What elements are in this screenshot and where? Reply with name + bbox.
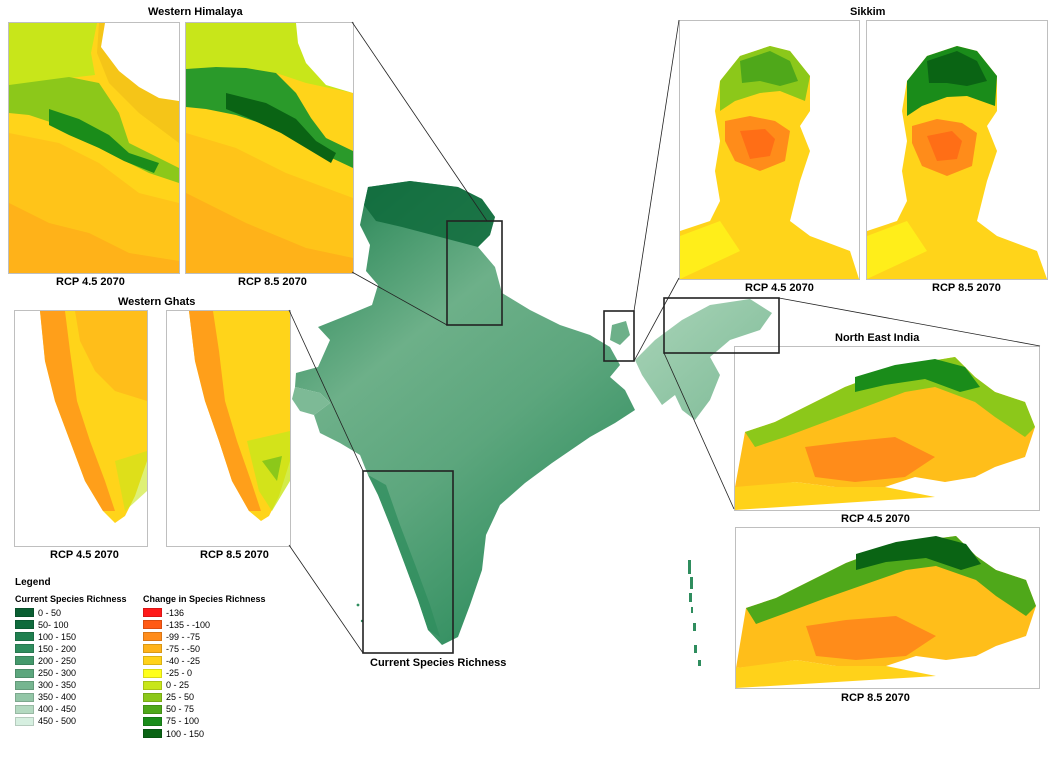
- change-legend-swatch: [143, 656, 162, 666]
- current-legend-item: 0 - 50: [15, 607, 61, 618]
- current-legend-swatch: [15, 644, 34, 654]
- current-legend-label: 350 - 400: [38, 692, 77, 703]
- caption-wg-rcp45: RCP 4.5 2070: [50, 549, 119, 561]
- title-sikkim: Sikkim: [850, 6, 886, 18]
- change-legend-item: -136: [143, 607, 184, 618]
- change-legend-label: 100 - 150: [166, 728, 205, 739]
- current-legend-item: 150 - 200: [15, 643, 76, 654]
- caption-ne-rcp45: RCP 4.5 2070: [841, 513, 910, 525]
- change-legend-swatch: [143, 668, 162, 678]
- caption-wh-rcp45: RCP 4.5 2070: [56, 276, 125, 288]
- change-legend-item: -25 - 0: [143, 668, 192, 679]
- change-legend-swatch: [143, 704, 162, 714]
- panel-wh-rcp45: [8, 22, 180, 274]
- change-legend-item: -75 - -50: [143, 643, 200, 654]
- current-legend-label: 50- 100: [38, 619, 69, 630]
- caption-wg-rcp85: RCP 8.5 2070: [200, 549, 269, 561]
- current-legend-item: 450 - 500: [15, 716, 76, 727]
- change-legend-label: 25 - 50: [166, 692, 195, 703]
- change-legend-item: -99 - -75: [143, 631, 200, 642]
- change-legend-item: 0 - 25: [143, 680, 189, 691]
- change-legend-label: 75 - 100: [166, 716, 200, 727]
- change-legend-item: -40 - -25: [143, 655, 200, 666]
- lakshadweep-islands: [356, 603, 364, 623]
- caption-sk-rcp85: RCP 8.5 2070: [932, 282, 1001, 294]
- current-legend-item: 300 - 350: [15, 680, 76, 691]
- change-legend-swatch: [143, 608, 162, 617]
- change-legend-item: 50 - 75: [143, 704, 194, 715]
- change-legend-swatch: [143, 644, 162, 654]
- panel-wg-rcp45: [14, 310, 148, 547]
- caption-sk-rcp45: RCP 4.5 2070: [745, 282, 814, 294]
- current-legend-item: 100 - 150: [15, 631, 76, 642]
- current-legend-item: 50- 100: [15, 619, 69, 630]
- current-legend-swatch: [15, 692, 34, 702]
- current-legend-swatch: [15, 608, 34, 617]
- change-legend-swatch: [143, 680, 162, 690]
- current-legend-label: 200 - 250: [38, 655, 77, 666]
- current-legend-item: 200 - 250: [15, 655, 76, 666]
- change-legend-item: 100 - 150: [143, 728, 204, 739]
- change-legend-swatch: [143, 620, 162, 630]
- panel-ne-rcp85: [735, 527, 1040, 689]
- current-legend-label: 100 - 150: [38, 631, 77, 642]
- panel-sk-rcp45: [679, 20, 860, 280]
- current-legend-label: 300 - 350: [38, 680, 77, 691]
- current-legend-label: 150 - 200: [38, 643, 77, 654]
- current-legend-swatch: [15, 632, 34, 642]
- current-legend-swatch: [15, 656, 34, 666]
- panel-wg-rcp85: [166, 310, 291, 547]
- panel-wh-rcp85: [185, 22, 354, 274]
- current-legend-swatch: [15, 620, 34, 630]
- title-north-east-india: North East India: [835, 332, 920, 344]
- change-legend-item: -135 - -100: [143, 619, 210, 630]
- andaman-islands: [688, 560, 701, 666]
- change-legend-label: -136: [166, 607, 185, 618]
- legend-current-title: Current Species Richness: [15, 594, 127, 604]
- current-legend-label: 400 - 450: [38, 704, 77, 715]
- change-legend-label: -75 - -50: [166, 643, 201, 654]
- change-legend-item: 25 - 50: [143, 692, 194, 703]
- change-legend-swatch: [143, 729, 162, 738]
- change-legend-swatch: [143, 716, 162, 726]
- title-western-ghats: Western Ghats: [118, 296, 196, 308]
- caption-ne-rcp85: RCP 8.5 2070: [841, 692, 910, 704]
- current-legend-swatch: [15, 704, 34, 714]
- current-legend-item: 350 - 400: [15, 692, 76, 703]
- change-legend-swatch: [143, 632, 162, 642]
- caption-wh-rcp85: RCP 8.5 2070: [238, 276, 307, 288]
- main-map-title: Current Species Richness: [370, 657, 507, 669]
- current-legend-item: 250 - 300: [15, 668, 76, 679]
- panel-ne-rcp45: [734, 346, 1040, 511]
- india-sikkim: [610, 321, 630, 345]
- change-legend-label: -25 - 0: [166, 668, 193, 678]
- current-legend-swatch: [15, 716, 34, 726]
- title-western-himalaya: Western Himalaya: [148, 6, 243, 18]
- change-legend-label: -135 - -100: [166, 619, 211, 630]
- change-legend-label: -99 - -75: [166, 631, 201, 642]
- current-legend-label: 0 - 50: [38, 607, 62, 618]
- change-legend-label: -40 - -25: [166, 655, 201, 666]
- current-legend-label: 250 - 300: [38, 668, 77, 678]
- current-legend-item: 400 - 450: [15, 704, 76, 715]
- current-legend-swatch: [15, 680, 34, 690]
- current-legend-swatch: [15, 668, 34, 678]
- change-legend-swatch: [143, 692, 162, 702]
- panel-sk-rcp85: [866, 20, 1048, 280]
- change-legend-label: 50 - 75: [166, 704, 195, 715]
- current-legend-label: 450 - 500: [38, 716, 77, 727]
- legend-title: Legend: [15, 577, 51, 588]
- legend-change-title: Change in Species Richness: [143, 594, 266, 604]
- change-legend-label: 0 - 25: [166, 680, 190, 691]
- change-legend-item: 75 - 100: [143, 716, 199, 727]
